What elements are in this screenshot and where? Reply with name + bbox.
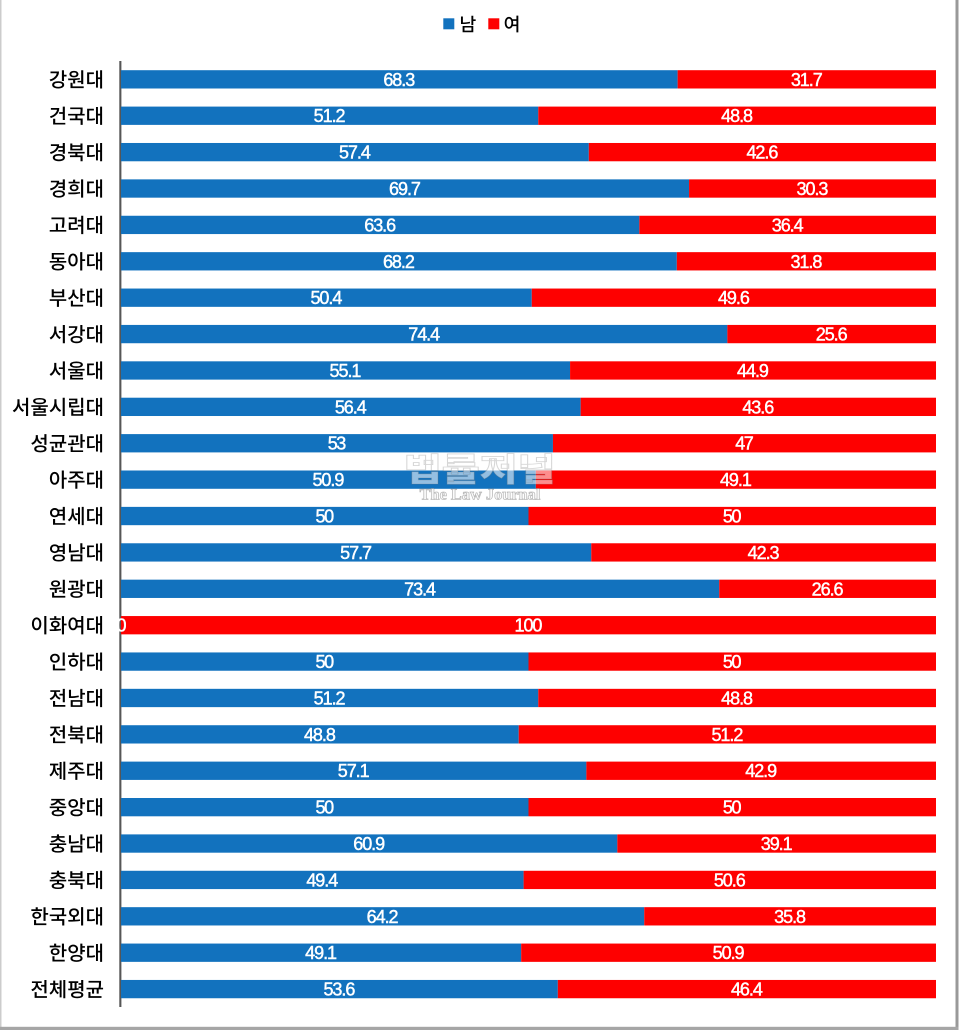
svg-text:50: 50 [723, 506, 742, 526]
svg-text:51.2: 51.2 [314, 688, 346, 708]
svg-text:48.8: 48.8 [721, 688, 753, 708]
svg-text:26.6: 26.6 [812, 579, 844, 599]
svg-text:64.2: 64.2 [367, 907, 399, 927]
svg-text:74.4: 74.4 [408, 325, 440, 345]
svg-text:0: 0 [116, 616, 126, 636]
svg-text:39.1: 39.1 [761, 834, 793, 854]
svg-text:The Law Journal: The Law Journal [420, 486, 541, 503]
svg-text:25.6: 25.6 [816, 325, 848, 345]
svg-text:50.6: 50.6 [714, 870, 746, 890]
svg-text:51.2: 51.2 [711, 725, 743, 745]
svg-text:69.7: 69.7 [389, 179, 421, 199]
svg-text:50: 50 [316, 506, 335, 526]
svg-text:49.1: 49.1 [720, 470, 752, 490]
svg-text:49.6: 49.6 [718, 288, 750, 308]
svg-text:57.4: 57.4 [339, 143, 371, 163]
svg-text:49.4: 49.4 [306, 870, 338, 890]
svg-text:50.9: 50.9 [713, 943, 745, 963]
svg-text:57.7: 57.7 [340, 543, 372, 563]
svg-text:48.8: 48.8 [304, 725, 336, 745]
svg-text:53.6: 53.6 [323, 980, 355, 1000]
svg-text:51.2: 51.2 [314, 106, 346, 126]
svg-text:50: 50 [316, 652, 335, 672]
svg-text:31.7: 31.7 [791, 70, 823, 90]
svg-text:49.1: 49.1 [305, 943, 337, 963]
svg-text:55.1: 55.1 [330, 361, 362, 381]
svg-text:57.1: 57.1 [338, 761, 370, 781]
svg-text:44.9: 44.9 [737, 361, 769, 381]
svg-text:50.9: 50.9 [312, 470, 344, 490]
svg-text:42.6: 42.6 [746, 143, 778, 163]
svg-text:73.4: 73.4 [404, 579, 436, 599]
svg-text:50: 50 [723, 652, 742, 672]
svg-text:60.9: 60.9 [353, 834, 385, 854]
svg-text:53: 53 [328, 434, 347, 454]
svg-text:30.3: 30.3 [797, 179, 829, 199]
svg-text:50: 50 [316, 798, 335, 818]
svg-text:68.2: 68.2 [383, 252, 415, 272]
svg-text:50: 50 [723, 798, 742, 818]
svg-text:47: 47 [735, 434, 754, 454]
svg-text:43.6: 43.6 [742, 397, 774, 417]
svg-text:46.4: 46.4 [731, 980, 763, 1000]
svg-text:36.4: 36.4 [772, 215, 804, 235]
svg-text:42.3: 42.3 [748, 543, 780, 563]
svg-text:42.9: 42.9 [745, 761, 777, 781]
svg-text:35.8: 35.8 [774, 907, 806, 927]
svg-text:48.8: 48.8 [721, 106, 753, 126]
svg-text:100: 100 [515, 616, 543, 636]
svg-text:50.4: 50.4 [310, 288, 342, 308]
svg-text:63.6: 63.6 [364, 215, 396, 235]
svg-text:31.8: 31.8 [790, 252, 822, 272]
svg-text:68.3: 68.3 [383, 70, 415, 90]
svg-text:56.4: 56.4 [335, 397, 367, 417]
